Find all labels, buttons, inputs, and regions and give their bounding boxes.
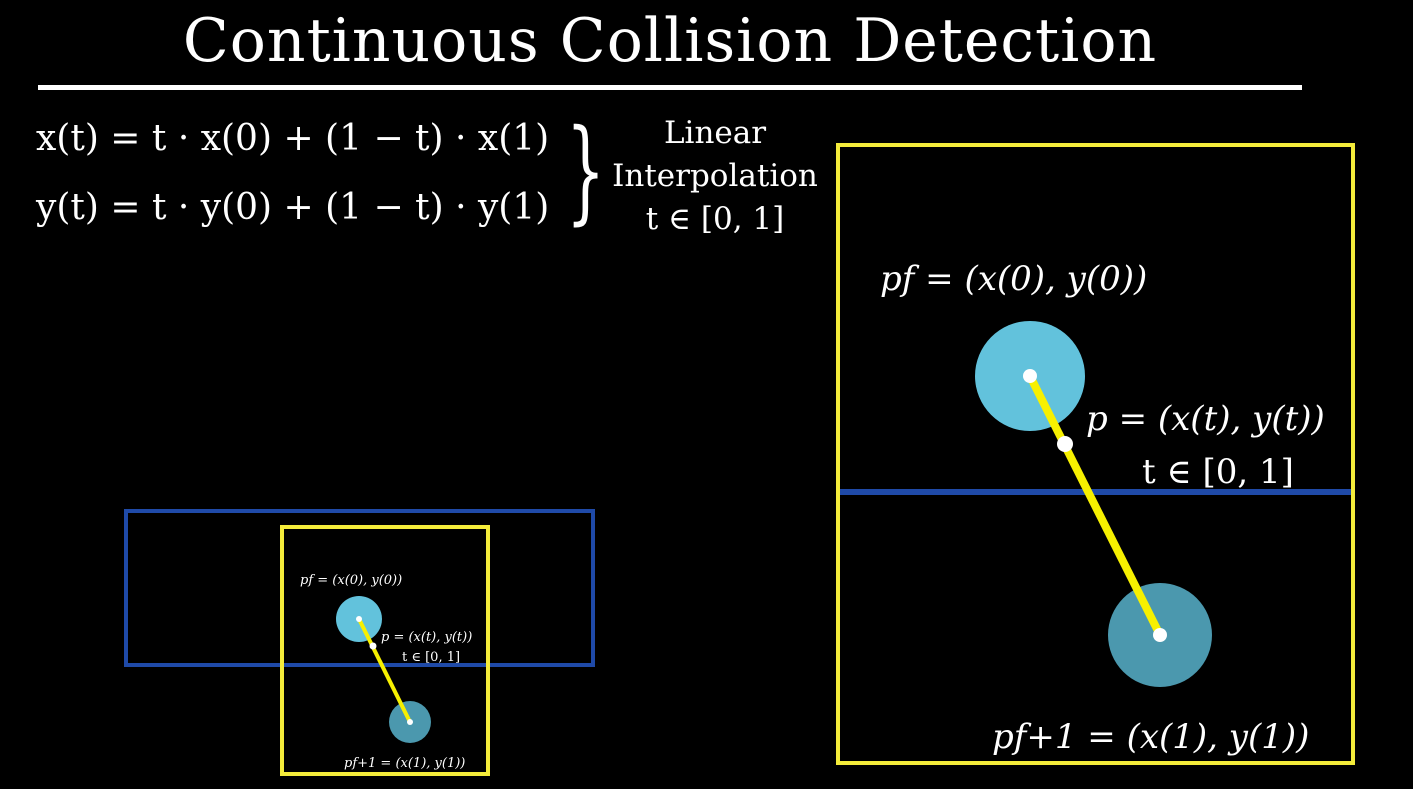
overview-start-dot <box>356 616 362 622</box>
annotation-line-2: Interpolation <box>612 158 818 194</box>
right-brace: } <box>566 106 606 236</box>
zoomed-label-mid: p = (x(t), y(t)) <box>1086 399 1325 439</box>
overview-label-start: pf = (x(0), y(0)) <box>300 573 402 588</box>
overview-mid-dot <box>369 642 377 650</box>
equation-x: x(t) = t · x(0) + (1 − t) · x(1) <box>36 118 550 159</box>
equation-y: y(t) = t · y(0) + (1 − t) · y(1) <box>36 187 550 228</box>
annotation-line-1: Linear <box>663 115 767 151</box>
title-underline <box>38 85 1302 90</box>
overview-end-dot <box>407 719 413 725</box>
zoomed-yellow-frame <box>836 143 1355 765</box>
overview-blue-wall-box <box>124 509 595 667</box>
zoomed-label-end: pf+1 = (x(1), y(1)) <box>992 717 1309 757</box>
annotation-line-3: t ∈ [0, 1] <box>645 201 785 237</box>
zoomed-diagram: pf = (x(0), y(0)) p = (x(t), y(t)) t ∈ [… <box>836 143 1355 765</box>
zoomed-end-dot <box>1153 628 1167 642</box>
interpolation-annotation: Linear Interpolation t ∈ [0, 1] <box>605 112 825 241</box>
overview-path-line <box>357 618 412 723</box>
overview-yellow-frame <box>280 525 490 776</box>
zoomed-path-line <box>1026 374 1164 637</box>
zoomed-start-dot <box>1023 369 1037 383</box>
page-title: Continuous Collision Detection <box>182 6 1158 76</box>
zoomed-mid-dot <box>1057 436 1073 452</box>
zoomed-label-start: pf = (x(0), y(0)) <box>880 259 1147 299</box>
overview-diagram: pf = (x(0), y(0)) p = (x(t), y(t)) t ∈ [… <box>124 509 595 776</box>
overview-label-end: pf+1 = (x(1), y(1)) <box>344 756 465 771</box>
overview-label-range: t ∈ [0, 1] <box>402 650 460 665</box>
zoomed-label-range: t ∈ [0, 1] <box>1142 452 1294 492</box>
overview-label-mid: p = (x(t), y(t)) <box>381 630 472 645</box>
